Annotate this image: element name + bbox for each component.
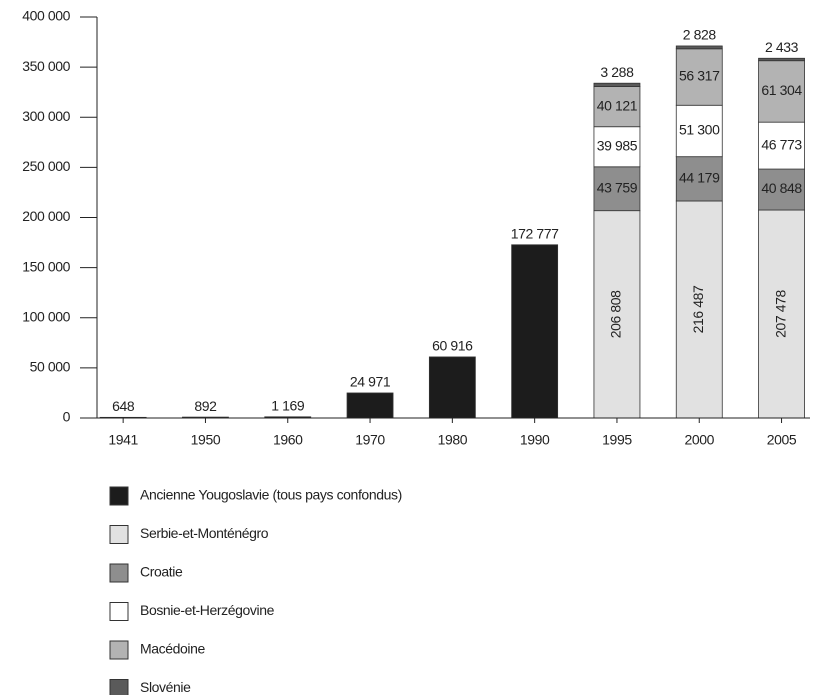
bar-segment [758,168,805,211]
value-label: 2 828 [683,27,717,43]
y-tick-label: 350 000 [22,58,70,74]
value-label: 46 773 [761,136,802,152]
legend-swatch [109,602,129,621]
value-label: 2 433 [765,39,799,55]
legend-label: Ancienne Yougoslavie (tous pays confondu… [140,487,402,503]
value-label: 56 317 [679,68,720,84]
legend-swatch [109,563,129,583]
value-label: 24 971 [350,374,391,390]
bar-segment [428,356,476,419]
value-label: 207 478 [772,289,788,337]
value-label: 60 916 [432,338,473,354]
x-tick-label: 1970 [355,432,385,448]
bar-segment [675,48,723,106]
x-tick-label: 2005 [767,432,797,448]
bar-segment [511,244,559,419]
legend-label: Croatie [140,564,183,580]
bar-segment [675,45,723,50]
bar-segment [758,60,805,123]
y-tick-label: 100 000 [22,308,70,324]
bar-segment [758,209,805,419]
x-tick-label: 1950 [191,432,221,448]
y-tick-label: 150 000 [22,258,70,274]
bar-segment [593,82,641,87]
bar-segment [675,104,723,158]
x-tick-label: 1995 [602,432,632,448]
bar-segment [593,126,641,168]
legend-swatch [109,486,129,506]
legend-label: Macédoine [140,641,206,657]
bar-segment [758,57,805,62]
legend-label: Bosnie-et-Herzégovine [140,602,275,618]
value-label: 43 759 [597,179,638,195]
y-tick-label: 300 000 [22,108,70,124]
value-label: 61 304 [761,82,802,98]
legend-swatch [109,640,129,660]
value-label: 51 300 [679,122,720,138]
x-tick-label: 1990 [520,432,550,448]
y-tick-label: 250 000 [22,158,70,174]
value-label: 206 808 [608,290,624,338]
y-tick-label: 50 000 [30,359,71,375]
bar-segment [675,200,723,419]
value-label: 216 487 [690,285,706,333]
value-label: 648 [112,398,135,414]
legend-label: Serbie-et-Monténégro [140,525,269,541]
y-tick-label: 400 000 [22,8,70,24]
value-label: 1 169 [271,398,305,414]
value-label: 44 179 [679,170,720,186]
x-tick-label: 1980 [438,432,468,448]
x-tick-label: 1960 [273,432,303,448]
bar-segment [346,392,394,419]
legend-swatch [109,679,129,695]
value-label: 40 848 [761,180,802,196]
value-label: 39 985 [597,137,638,153]
y-tick-label: 200 000 [22,208,70,224]
x-tick-label: 2000 [684,432,714,448]
legend-swatch [109,525,129,544]
value-label: 3 288 [600,64,634,80]
y-tick-label: 0 [63,409,71,425]
bar-segment [675,156,723,202]
legend-label: Slovénie [140,679,191,695]
x-tick-label: 1941 [108,432,138,448]
value-label: 892 [194,398,217,414]
value-label: 172 777 [511,225,559,241]
value-label: 40 121 [597,97,638,113]
bar-segment [593,166,641,212]
